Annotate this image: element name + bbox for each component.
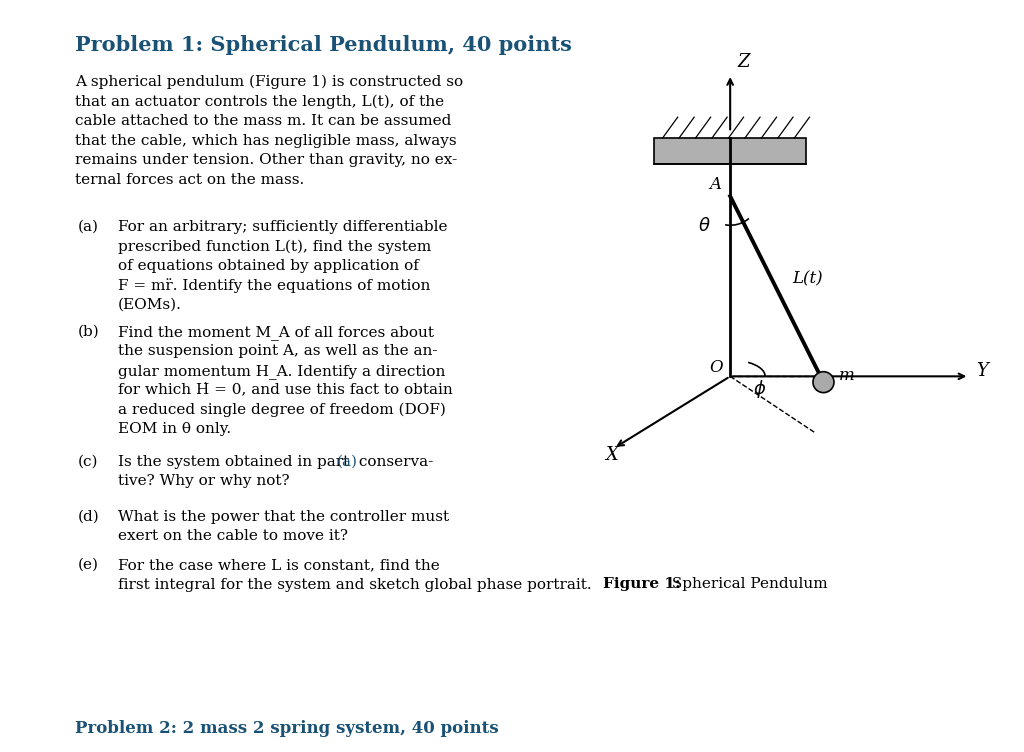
- Text: that the cable, which has negligible mass, always: that the cable, which has negligible mas…: [75, 134, 457, 147]
- Text: Find the moment M_A of all forces about: Find the moment M_A of all forces about: [118, 325, 434, 340]
- Text: tive? Why or why not?: tive? Why or why not?: [118, 475, 290, 489]
- Text: What is the power that the controller must: What is the power that the controller mu…: [118, 510, 450, 524]
- Text: Z: Z: [737, 53, 750, 71]
- Text: Problem 2: 2 mass 2 spring system, 40 points: Problem 2: 2 mass 2 spring system, 40 po…: [75, 720, 499, 737]
- Polygon shape: [654, 138, 806, 164]
- Text: gular momentum H_A. Identify a direction: gular momentum H_A. Identify a direction: [118, 364, 445, 379]
- Text: (b): (b): [78, 325, 99, 339]
- Circle shape: [813, 371, 834, 393]
- Text: (e): (e): [78, 558, 99, 572]
- Text: Figure 1:: Figure 1:: [603, 577, 681, 591]
- Text: For the case where L is constant, find the: For the case where L is constant, find t…: [118, 558, 439, 572]
- Text: $\phi$: $\phi$: [754, 378, 767, 400]
- Text: first integral for the system and sketch global phase portrait.: first integral for the system and sketch…: [118, 578, 592, 592]
- Text: (c): (c): [78, 455, 98, 469]
- Text: Is the system obtained in part: Is the system obtained in part: [118, 455, 354, 469]
- Text: Y: Y: [976, 362, 988, 381]
- Text: conserva-: conserva-: [354, 455, 433, 469]
- Text: A spherical pendulum (Figure 1) is constructed so: A spherical pendulum (Figure 1) is const…: [75, 75, 463, 89]
- Text: $\theta$: $\theta$: [697, 217, 711, 235]
- Text: L(t): L(t): [792, 271, 822, 287]
- Text: the suspension point A, as well as the an-: the suspension point A, as well as the a…: [118, 344, 437, 359]
- Text: exert on the cable to move it?: exert on the cable to move it?: [118, 529, 348, 544]
- Text: prescribed function L(t), find the system: prescribed function L(t), find the syste…: [118, 239, 431, 254]
- Text: O: O: [710, 359, 723, 376]
- Text: F = mr̈. Identify the equations of motion: F = mr̈. Identify the equations of motio…: [118, 278, 430, 293]
- Text: cable attached to the mass m. It can be assumed: cable attached to the mass m. It can be …: [75, 114, 452, 128]
- Text: X: X: [605, 446, 618, 464]
- Text: remains under tension. Other than gravity, no ex-: remains under tension. Other than gravit…: [75, 153, 458, 167]
- Text: m: m: [839, 367, 854, 384]
- Text: EOM in θ only.: EOM in θ only.: [118, 423, 231, 436]
- Text: (a): (a): [78, 220, 99, 234]
- Text: (d): (d): [78, 510, 99, 524]
- Text: Problem 1: Spherical Pendulum, 40 points: Problem 1: Spherical Pendulum, 40 points: [75, 35, 571, 55]
- Text: a reduced single degree of freedom (DOF): a reduced single degree of freedom (DOF): [118, 403, 445, 417]
- Text: ternal forces act on the mass.: ternal forces act on the mass.: [75, 172, 304, 186]
- Text: that an actuator controls the length, L(t), of the: that an actuator controls the length, L(…: [75, 95, 444, 109]
- Text: (EOMs).: (EOMs).: [118, 298, 182, 312]
- Text: for which Ḣ = 0, and use this fact to obtain: for which Ḣ = 0, and use this fact to o…: [118, 384, 453, 398]
- Text: of equations obtained by application of: of equations obtained by application of: [118, 259, 419, 273]
- Text: Spherical Pendulum: Spherical Pendulum: [667, 577, 827, 591]
- Text: (a): (a): [337, 455, 358, 469]
- Text: For an arbitrary; sufficiently differentiable: For an arbitrary; sufficiently different…: [118, 220, 447, 234]
- Text: A: A: [710, 176, 721, 193]
